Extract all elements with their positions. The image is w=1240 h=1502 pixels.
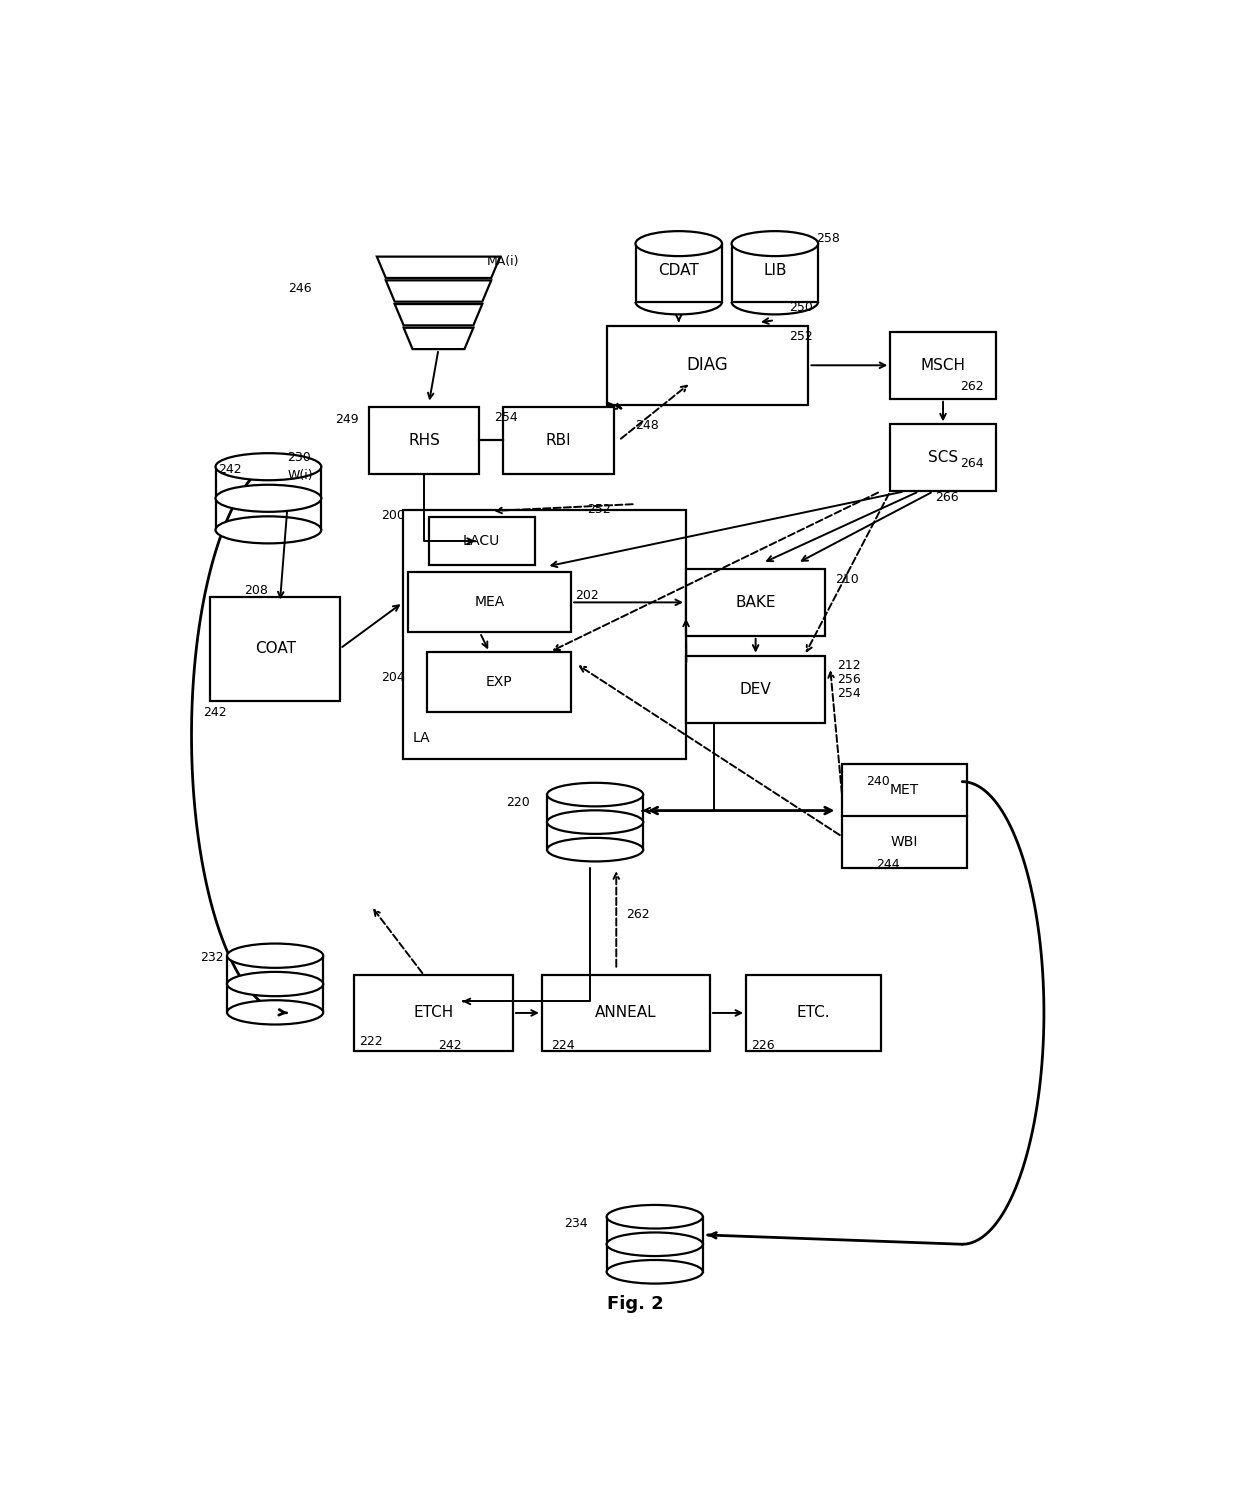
Text: 222: 222 (358, 1035, 382, 1048)
Ellipse shape (606, 1233, 703, 1256)
Ellipse shape (227, 972, 324, 996)
Text: 242: 242 (439, 1039, 463, 1051)
Bar (408, 572, 572, 632)
Ellipse shape (606, 1205, 703, 1229)
Text: ANNEAL: ANNEAL (595, 1005, 657, 1020)
Text: RHS: RHS (408, 433, 440, 448)
Bar (746, 975, 880, 1050)
Bar (686, 655, 826, 722)
Ellipse shape (606, 1260, 703, 1284)
Text: ETC.: ETC. (796, 1005, 830, 1020)
Text: BAKE: BAKE (735, 595, 776, 610)
Text: 208: 208 (244, 584, 268, 598)
Text: MET: MET (890, 784, 919, 798)
Ellipse shape (216, 517, 321, 544)
Text: MEA: MEA (475, 595, 505, 610)
Ellipse shape (635, 231, 722, 257)
Text: 246: 246 (288, 282, 311, 296)
Polygon shape (404, 327, 474, 348)
Text: 240: 240 (866, 775, 890, 789)
Bar (635, 243, 722, 302)
Text: 256: 256 (837, 673, 861, 686)
Text: CDAT: CDAT (658, 263, 699, 278)
Bar (427, 652, 572, 712)
Text: 248: 248 (635, 419, 660, 433)
Text: 204: 204 (381, 671, 404, 683)
Text: 224: 224 (551, 1039, 574, 1051)
Text: 254: 254 (837, 688, 861, 700)
Ellipse shape (547, 838, 644, 862)
Bar (890, 424, 996, 491)
Bar (355, 975, 513, 1050)
Text: RBI: RBI (546, 433, 572, 448)
Bar (211, 596, 340, 701)
Text: LIB: LIB (763, 263, 786, 278)
Ellipse shape (216, 485, 321, 512)
Text: MSCH: MSCH (920, 357, 966, 372)
Bar (606, 326, 808, 404)
Text: 266: 266 (935, 491, 959, 503)
Text: W(i): W(i) (288, 469, 314, 482)
Polygon shape (377, 257, 500, 278)
Bar (686, 569, 826, 635)
Text: WBI: WBI (890, 835, 919, 849)
Text: LA: LA (413, 730, 430, 745)
Text: 262: 262 (960, 380, 985, 392)
Bar (842, 765, 967, 868)
Ellipse shape (227, 943, 324, 967)
Text: 202: 202 (575, 589, 599, 602)
Polygon shape (386, 281, 491, 302)
Text: 262: 262 (626, 909, 650, 921)
Text: 250: 250 (789, 300, 813, 314)
Text: 242: 242 (218, 463, 242, 476)
Bar (403, 509, 687, 759)
Text: Fig. 2: Fig. 2 (608, 1295, 663, 1313)
Text: LACU: LACU (463, 535, 501, 548)
Text: 252: 252 (789, 330, 813, 342)
Bar (542, 975, 711, 1050)
Text: ETCH: ETCH (414, 1005, 454, 1020)
Ellipse shape (547, 810, 644, 834)
Text: EXP: EXP (486, 676, 512, 689)
Ellipse shape (216, 454, 321, 481)
Bar (732, 243, 818, 302)
Text: 242: 242 (203, 706, 227, 719)
Bar (503, 407, 614, 475)
Text: MA(i): MA(i) (486, 255, 520, 267)
Text: 212: 212 (837, 659, 861, 673)
Polygon shape (394, 303, 482, 326)
Text: DIAG: DIAG (687, 356, 728, 374)
Bar (368, 407, 480, 475)
Text: DEV: DEV (740, 682, 771, 697)
Text: 254: 254 (495, 412, 518, 424)
Text: COAT: COAT (254, 641, 295, 656)
Text: SCS: SCS (928, 451, 959, 466)
Text: 230: 230 (288, 451, 311, 464)
Ellipse shape (547, 783, 644, 807)
Text: 264: 264 (960, 457, 985, 470)
Text: 244: 244 (875, 859, 899, 871)
Text: 200: 200 (381, 509, 404, 523)
Text: 226: 226 (751, 1039, 775, 1051)
Text: 220: 220 (506, 796, 529, 810)
Bar (890, 332, 996, 400)
Ellipse shape (732, 231, 818, 257)
Ellipse shape (227, 1000, 324, 1024)
Bar (429, 517, 534, 565)
Text: 210: 210 (836, 572, 859, 586)
Text: 258: 258 (816, 231, 839, 245)
Text: 252: 252 (588, 503, 611, 517)
Text: 234: 234 (564, 1217, 588, 1230)
Text: 249: 249 (335, 413, 358, 427)
Text: 232: 232 (201, 951, 224, 964)
